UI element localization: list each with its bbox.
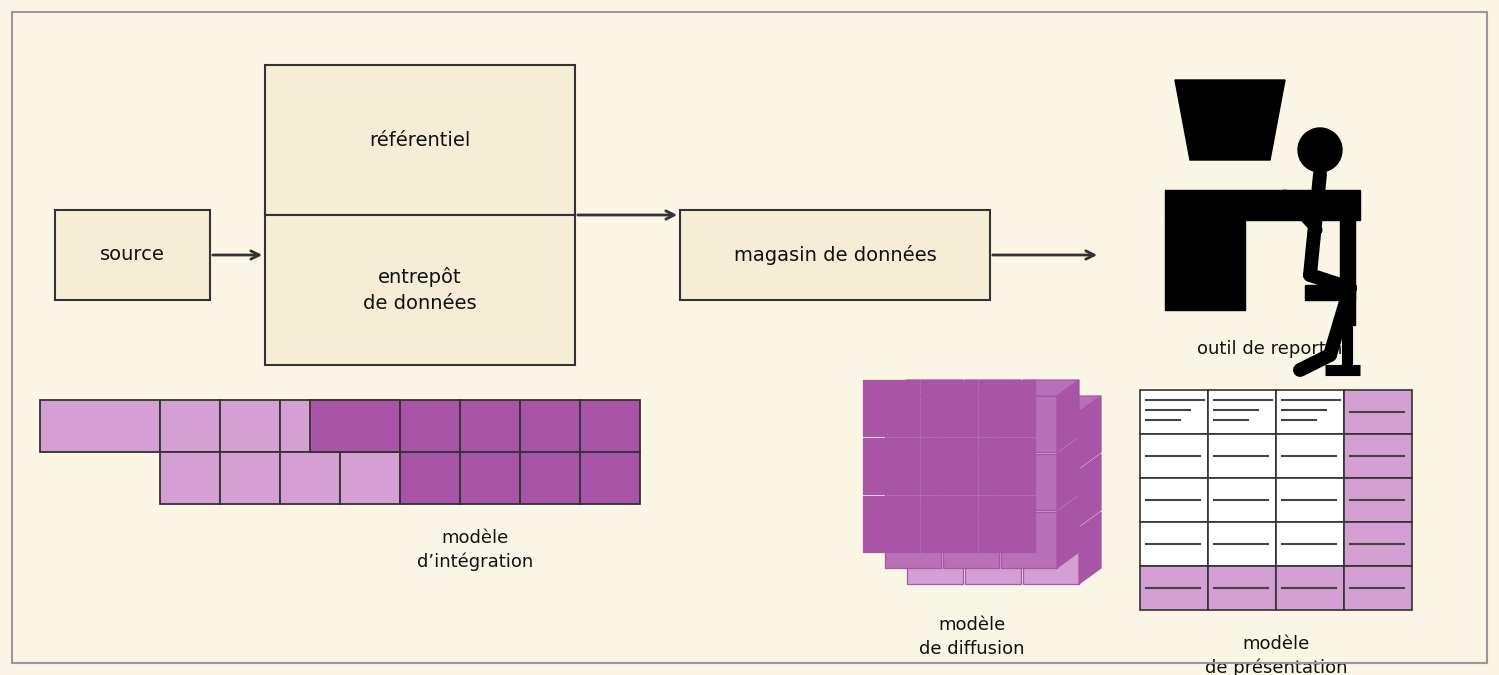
Bar <box>1345 566 1412 610</box>
Bar <box>1208 522 1276 566</box>
Bar <box>520 452 580 504</box>
Bar <box>1208 390 1276 434</box>
Bar <box>943 396 998 452</box>
Bar <box>1022 528 1079 584</box>
Text: modèle
de présentation: modèle de présentation <box>1205 635 1348 675</box>
Polygon shape <box>1079 512 1100 584</box>
Bar <box>979 496 1034 552</box>
Bar <box>400 400 460 452</box>
Bar <box>40 400 160 452</box>
Polygon shape <box>1057 380 1079 452</box>
Bar <box>1276 566 1345 610</box>
Bar <box>1276 434 1345 478</box>
Bar <box>1340 215 1355 325</box>
Polygon shape <box>1057 496 1079 568</box>
Polygon shape <box>1022 396 1100 412</box>
Polygon shape <box>1001 380 1079 396</box>
Polygon shape <box>965 396 1043 412</box>
Bar <box>943 454 998 510</box>
Text: entrepôt
de données: entrepôt de données <box>363 267 477 313</box>
Bar <box>220 400 280 452</box>
Bar <box>340 452 400 504</box>
Bar <box>920 496 977 552</box>
Bar <box>1141 390 1208 434</box>
Bar <box>1022 470 1079 526</box>
Polygon shape <box>884 380 962 396</box>
Bar <box>160 452 220 504</box>
Bar <box>55 210 210 300</box>
Bar <box>907 470 962 526</box>
Bar <box>1208 566 1276 610</box>
Bar <box>460 452 520 504</box>
Bar <box>400 452 460 504</box>
Polygon shape <box>1175 80 1285 160</box>
Bar <box>681 210 989 300</box>
Bar <box>280 400 340 452</box>
Bar <box>1141 522 1208 566</box>
Bar <box>310 400 400 452</box>
Bar <box>1345 390 1412 434</box>
Bar <box>580 452 640 504</box>
Bar <box>979 380 1034 436</box>
Bar <box>920 380 977 436</box>
Bar <box>1345 478 1412 522</box>
Text: modèle
d’intégration: modèle d’intégration <box>417 529 534 571</box>
Polygon shape <box>1079 396 1100 468</box>
Bar <box>979 438 1034 494</box>
Bar <box>884 454 941 510</box>
Polygon shape <box>1079 454 1100 526</box>
Bar <box>1306 285 1355 300</box>
Text: modèle
de diffusion: modèle de diffusion <box>919 616 1025 657</box>
Bar <box>1001 454 1057 510</box>
Bar <box>1276 478 1345 522</box>
Text: magasin de données: magasin de données <box>733 245 937 265</box>
Bar <box>265 215 576 365</box>
Bar <box>1345 434 1412 478</box>
Bar <box>160 400 220 452</box>
Circle shape <box>1298 128 1342 172</box>
Bar <box>280 452 340 504</box>
Bar <box>460 400 520 452</box>
Bar <box>863 438 919 494</box>
Bar <box>884 396 941 452</box>
Bar <box>220 452 280 504</box>
Bar <box>907 528 962 584</box>
Polygon shape <box>907 396 985 412</box>
Bar <box>920 438 977 494</box>
Bar <box>1165 190 1360 220</box>
Bar <box>884 512 941 568</box>
Bar <box>965 528 1021 584</box>
Bar <box>265 65 576 215</box>
Bar <box>1276 522 1345 566</box>
Bar <box>1001 396 1057 452</box>
Bar <box>1165 220 1246 310</box>
Bar <box>907 412 962 468</box>
Bar <box>1208 434 1276 478</box>
Bar <box>340 400 400 452</box>
Bar <box>1141 434 1208 478</box>
Text: source: source <box>100 246 165 265</box>
Text: référentiel: référentiel <box>369 130 471 149</box>
Bar <box>965 470 1021 526</box>
Bar <box>520 400 580 452</box>
Bar <box>965 412 1021 468</box>
Polygon shape <box>1057 438 1079 510</box>
Polygon shape <box>943 380 1021 396</box>
Bar <box>1208 478 1276 522</box>
Bar <box>580 400 640 452</box>
Bar <box>1276 390 1345 434</box>
Bar <box>863 496 919 552</box>
Bar <box>1141 566 1208 610</box>
Bar <box>1345 522 1412 566</box>
Bar <box>943 512 998 568</box>
Bar <box>863 380 919 436</box>
Bar <box>1022 412 1079 468</box>
Bar <box>1001 512 1057 568</box>
Text: outil de reporting: outil de reporting <box>1196 340 1354 358</box>
Bar <box>1141 478 1208 522</box>
